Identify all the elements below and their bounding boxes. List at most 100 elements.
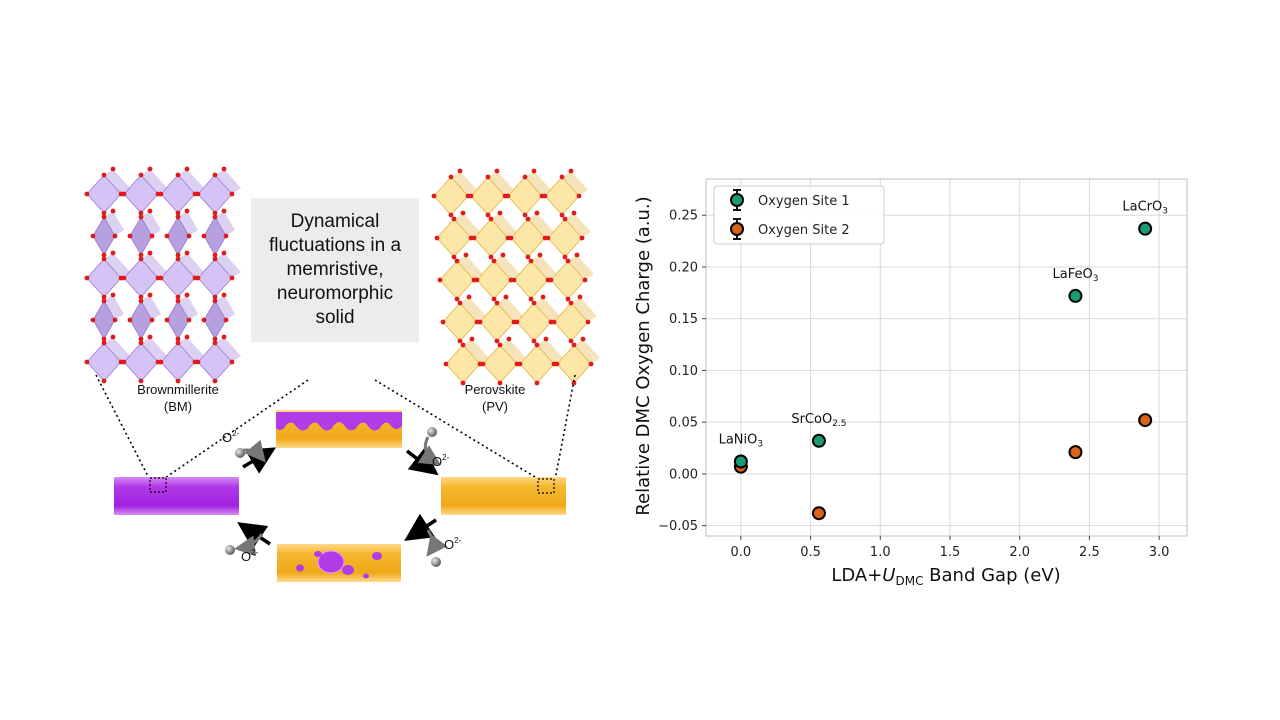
oxygen-atom-icon: [531, 168, 537, 174]
oxygen-atom-icon: [505, 193, 511, 199]
oxygen-atom-icon: [212, 340, 218, 346]
oxygen-atom-icon: [434, 235, 440, 241]
oxygen-atom-icon: [138, 294, 144, 300]
x-tick-label: 0.5: [800, 545, 821, 560]
oxygen-atom-icon: [574, 252, 580, 258]
ion-label: O2-: [222, 429, 240, 445]
oxygen-atom-icon: [121, 191, 127, 197]
legend-marker-site-2: [730, 222, 744, 236]
oxygen-atom-icon: [138, 214, 144, 220]
oxygen-atom-icon: [147, 250, 153, 256]
oxygen-ion-icon: [427, 427, 437, 437]
oxygen-atom-icon: [522, 212, 528, 218]
oxygen-atom-icon: [138, 256, 144, 262]
oxygen-atom-icon: [474, 277, 480, 283]
bm-octahedron-face: [141, 169, 167, 194]
oxygen-atom-icon: [488, 254, 494, 260]
data-point-oxygen-site-2: [1138, 413, 1153, 428]
caption-box: Dynamical fluctuations in a memristive, …: [251, 198, 419, 342]
oxygen-atom-icon: [147, 292, 153, 298]
legend-label-site-1: Oxygen Site 1: [758, 194, 850, 209]
oxygen-atom-icon: [485, 212, 491, 218]
oxygen-atom-icon: [147, 208, 153, 214]
oxygen-atom-icon: [588, 361, 594, 367]
legend-item-site-2: Oxygen Site 2: [730, 218, 850, 240]
oxygen-atom-icon: [149, 317, 155, 323]
oxygen-atom-icon: [511, 277, 517, 283]
pv-octahedron-face: [460, 297, 486, 322]
oxygen-atom-icon: [457, 338, 463, 344]
oxygen-atom-icon: [110, 334, 116, 340]
oxygen-atom-icon: [534, 342, 540, 348]
oxygen-atom-icon: [164, 317, 170, 323]
legend-item-site-1: Oxygen Site 1: [730, 189, 850, 211]
bm-octahedron-face: [104, 211, 124, 236]
oxygen-atom-icon: [175, 336, 181, 342]
oxygen-atom-icon: [545, 235, 551, 241]
caption-line: fluctuations in a: [268, 235, 402, 256]
oxygen-atom-icon: [212, 172, 218, 178]
bm-octahedron-face: [104, 337, 130, 362]
data-point-oxygen-site-1: [811, 433, 826, 448]
oxygen-atom-icon: [491, 296, 497, 302]
oxygen-atom-icon: [454, 296, 460, 302]
bm-octahedron-face: [104, 295, 124, 320]
oxygen-atom-icon: [508, 235, 514, 241]
pv-octahedron-face: [454, 213, 480, 238]
oxygen-atom-icon: [101, 298, 107, 304]
pv-label-abbrev: (PV): [482, 399, 508, 414]
oxygen-atom-icon: [221, 208, 227, 214]
oxygen-atom-icon: [534, 380, 540, 386]
bm-octahedron-face: [215, 337, 241, 362]
oxygen-atom-icon: [164, 233, 170, 239]
oxygen-atom-icon: [485, 174, 491, 180]
oxygen-atom-icon: [437, 277, 443, 283]
oxygen-atom-icon: [175, 252, 181, 258]
oxygen-atom-icon: [147, 166, 153, 172]
point-annotation: LaFeO3: [1052, 267, 1098, 284]
data-points: [733, 221, 1153, 521]
oxygen-atom-icon: [528, 296, 534, 302]
bm-label-abbrev: (BM): [164, 399, 192, 414]
pv-octahedron-face: [562, 171, 588, 196]
oxygen-atom-icon: [568, 338, 574, 344]
oxygen-atom-icon: [138, 378, 144, 384]
oxygen-atom-icon: [477, 319, 483, 325]
bm-octahedron-face: [178, 337, 204, 362]
oxygen-atom-icon: [451, 254, 457, 260]
oxygen-atom-icon: [158, 275, 164, 281]
oxygen-atom-icon: [184, 208, 190, 214]
oxygen-atom-icon: [175, 340, 181, 346]
ion-label: O2-: [444, 536, 462, 552]
caption-line: solid: [315, 307, 355, 328]
oxygen-atom-icon: [223, 317, 229, 323]
oxygen-atom-icon: [454, 258, 460, 264]
oxygen-atom-icon: [571, 342, 577, 348]
cycle-arrows: [237, 447, 439, 550]
ion-label: O2-: [432, 453, 450, 469]
x-axis-ticks: 0.0 0.5 1.0 1.5 2.0 2.5 3.0: [731, 536, 1170, 560]
bm-label: Brownmillerite (BM): [137, 382, 219, 414]
oxygen-atom-icon: [184, 250, 190, 256]
oxygen-ions: [225, 427, 441, 567]
x-tick-label: 3.0: [1149, 545, 1170, 560]
oxygen-atom-icon: [440, 319, 446, 325]
data-point-oxygen-site-2: [1068, 445, 1083, 460]
bm-octahedron-face: [215, 253, 241, 278]
oxygen-atom-icon: [488, 216, 494, 222]
ion-label: O2-: [241, 548, 259, 564]
bm-slab: [114, 477, 239, 515]
oxygen-atom-icon: [525, 216, 531, 222]
oxygen-atom-icon: [229, 359, 235, 365]
oxygen-atom-icon: [110, 292, 116, 298]
oxygen-atom-icon: [110, 208, 116, 214]
y-tick-label: 0.00: [669, 467, 698, 482]
oxygen-atom-icon: [195, 191, 201, 197]
oxygen-atom-icon: [158, 191, 164, 197]
y-tick-label: 0.25: [669, 209, 698, 224]
oxygen-atom-icon: [212, 214, 218, 220]
oxygen-atom-icon: [460, 210, 466, 216]
pv-label: Perovskite (PV): [465, 382, 526, 414]
oxygen-atom-icon: [568, 300, 574, 306]
oxygen-atom-icon: [186, 317, 192, 323]
